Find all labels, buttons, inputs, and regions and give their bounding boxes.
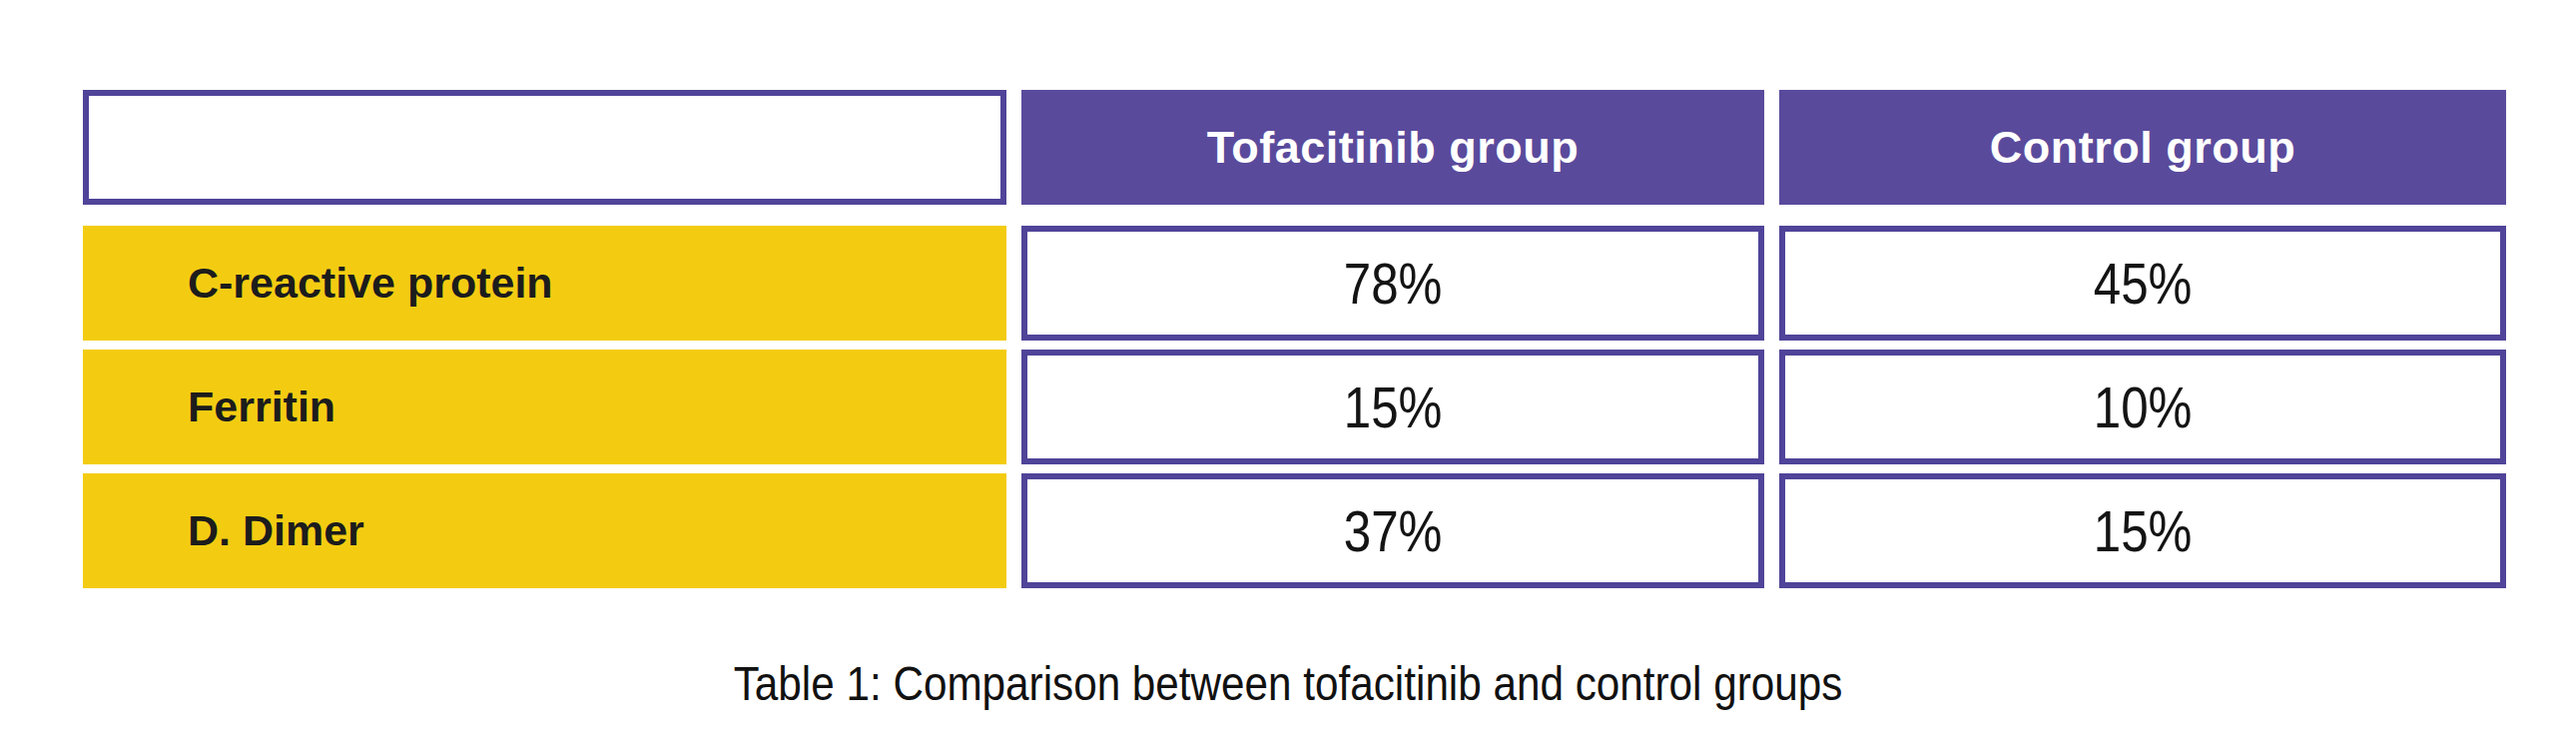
value-text: 15%	[1344, 374, 1443, 440]
row-label-ferritin: Ferritin	[83, 350, 1006, 464]
comparison-table: Tofacitinib group Control group C-reacti…	[83, 90, 2506, 588]
value-ddimer-tofacitinib: 37%	[1021, 473, 1764, 588]
header-control-group: Control group	[1779, 90, 2506, 205]
value-text: 37%	[1344, 497, 1443, 564]
row-label-c-reactive-protein: C-reactive protein	[83, 226, 1006, 341]
table-row-c-reactive-protein: C-reactive protein 78% 45%	[83, 226, 2506, 341]
value-text: 78%	[1344, 250, 1443, 317]
table-caption: Table 1: Comparison between tofacitinib …	[0, 654, 2576, 714]
value-text: 15%	[2094, 497, 2193, 564]
value-ferritin-control: 10%	[1779, 350, 2506, 464]
value-crp-tofacitinib: 78%	[1021, 226, 1764, 341]
value-text: 45%	[2094, 250, 2193, 317]
row-label-d-dimer: D. Dimer	[83, 473, 1006, 588]
value-crp-control: 45%	[1779, 226, 2506, 341]
header-tofacitinib-group: Tofacitinib group	[1021, 90, 1764, 205]
figure-canvas: Tofacitinib group Control group C-reacti…	[0, 0, 2576, 752]
table-row-d-dimer: D. Dimer 37% 15%	[83, 473, 2506, 588]
table-header-row: Tofacitinib group Control group	[83, 90, 2506, 205]
value-ddimer-control: 15%	[1779, 473, 2506, 588]
value-ferritin-tofacitinib: 15%	[1021, 350, 1764, 464]
table-row-ferritin: Ferritin 15% 10%	[83, 350, 2506, 464]
value-text: 10%	[2094, 374, 2193, 440]
header-empty-cell	[83, 90, 1006, 205]
table-caption-text: Table 1: Comparison between tofacitinib …	[734, 654, 1843, 714]
